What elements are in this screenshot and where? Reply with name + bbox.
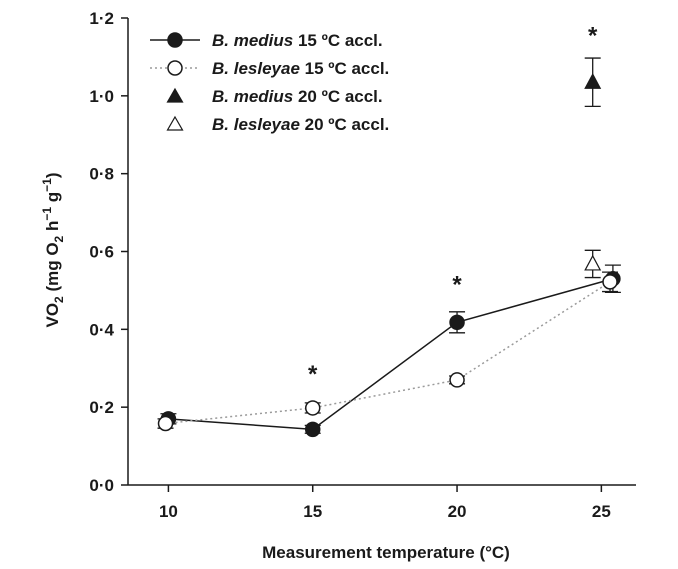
data-point-open-circle bbox=[602, 274, 618, 290]
significance-annotations: * * * bbox=[308, 23, 598, 389]
legend-entry-b-medius-15: B. medius 15 ºC accl. bbox=[150, 31, 383, 50]
y-axis-ticks: 0·0 0·2 0·4 0·6 0·8 1·0 1·2 bbox=[89, 9, 128, 495]
legend-species: B. medius bbox=[212, 31, 293, 50]
legend-suffix: 15 ºC accl. bbox=[300, 59, 389, 78]
y-tick-label: 0·2 bbox=[89, 398, 114, 417]
y-tick-label: 1·2 bbox=[89, 9, 114, 28]
x-axis-title: Measurement temperature (°C) bbox=[262, 543, 510, 562]
significance-asterisk: * bbox=[308, 361, 318, 388]
y-tick-label: 0·4 bbox=[89, 320, 114, 339]
data-point-filled-circle bbox=[449, 314, 465, 331]
legend-suffix: 15 ºC accl. bbox=[293, 31, 382, 50]
legend-species: B. lesleyae bbox=[212, 59, 300, 78]
x-tick-label: 10 bbox=[159, 502, 178, 521]
series-line-1 bbox=[165, 281, 611, 425]
x-tick-label: 15 bbox=[303, 502, 322, 521]
data-point-open-triangle bbox=[584, 254, 602, 271]
y-axis-title-unit-sub: 2 bbox=[52, 235, 66, 242]
y-axis-title-unit-close: ) bbox=[43, 172, 62, 178]
legend-marker-filled-circle bbox=[167, 32, 183, 48]
legend-marker-open-triangle bbox=[166, 115, 184, 131]
legend-entry-b-medius-20: B. medius 20 ºC accl. bbox=[166, 87, 383, 106]
significance-asterisk: * bbox=[452, 272, 462, 299]
legend-entry-b-lesleyae-15: B. lesleyae 15 ºC accl. bbox=[150, 59, 389, 78]
data-point-open-circle bbox=[304, 400, 321, 416]
x-axis-ticks: 10 15 20 25 bbox=[159, 485, 611, 521]
y-tick-label: 0·0 bbox=[89, 476, 114, 495]
legend: B. medius 15 ºC accl. B. lesleyae 15 ºC … bbox=[150, 31, 389, 134]
data-point-filled-triangle bbox=[584, 72, 602, 89]
y-axis-title-sub: 2 bbox=[52, 296, 66, 303]
x-tick-label: 20 bbox=[448, 502, 467, 521]
data-point-filled-circle bbox=[304, 421, 321, 438]
significance-asterisk: * bbox=[588, 23, 598, 50]
data-points bbox=[157, 72, 621, 438]
legend-marker-open-circle bbox=[167, 60, 183, 76]
legend-label: B. lesleyae 20 ºC accl. bbox=[212, 115, 389, 134]
legend-suffix: 20 ºC accl. bbox=[293, 87, 382, 106]
y-tick-label: 0·6 bbox=[89, 243, 114, 262]
data-point-open-circle bbox=[157, 415, 174, 432]
y-axis-title-unit-g: g bbox=[43, 192, 62, 207]
legend-suffix: 20 ºC accl. bbox=[300, 115, 389, 134]
x-tick-label: 25 bbox=[592, 502, 611, 521]
legend-species: B. lesleyae bbox=[212, 115, 300, 134]
data-point-open-circle bbox=[449, 372, 465, 388]
y-axis-title: VO2 (mg O2 h−1 g−1) bbox=[40, 172, 66, 327]
legend-entry-b-lesleyae-20: B. lesleyae 20 ºC accl. bbox=[166, 115, 389, 134]
y-axis-title-unit-h: h bbox=[43, 221, 62, 236]
y-axis-title-unit-exp1: −1 bbox=[40, 207, 54, 221]
legend-marker-filled-triangle bbox=[166, 87, 184, 103]
y-axis-title-unit-exp2: −1 bbox=[40, 178, 54, 192]
legend-species: B. medius bbox=[212, 87, 293, 106]
legend-label: B. medius 15 ºC accl. bbox=[212, 31, 383, 50]
y-axis-title-unit-open: (mg O bbox=[43, 242, 62, 296]
series-line-0 bbox=[168, 278, 614, 431]
legend-label: B. lesleyae 15 ºC accl. bbox=[212, 59, 389, 78]
y-tick-label: 1·0 bbox=[89, 87, 114, 106]
series-lines bbox=[165, 278, 614, 431]
legend-label: B. medius 20 ºC accl. bbox=[212, 87, 383, 106]
y-axis-title-main: VO bbox=[43, 303, 62, 328]
y-tick-label: 0·8 bbox=[89, 165, 114, 184]
